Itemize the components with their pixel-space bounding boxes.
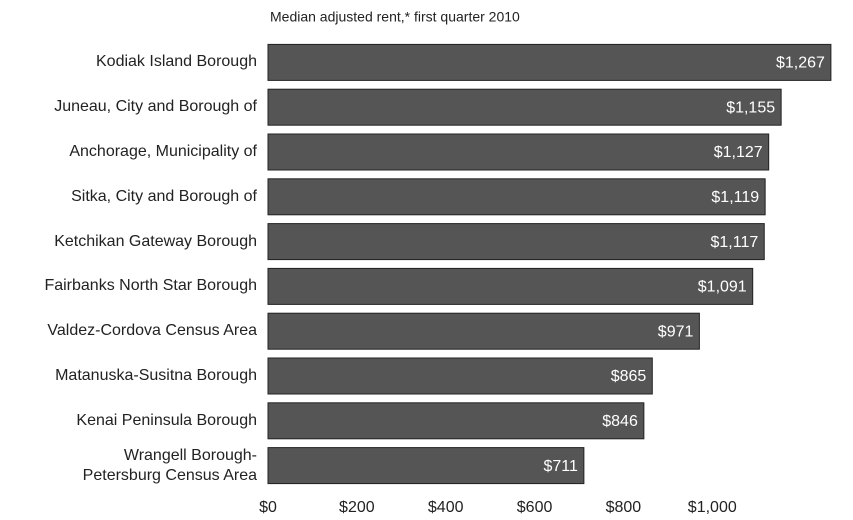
bar — [267, 178, 766, 216]
category-label: Kodiak Island Borough — [96, 53, 257, 71]
bar — [267, 447, 585, 485]
value-label: $1,119 — [711, 189, 759, 206]
value-label: $1,117 — [711, 234, 759, 251]
bar — [267, 267, 754, 305]
bar — [267, 402, 645, 440]
x-tick-label: $600 — [517, 499, 553, 516]
value-label: $1,267 — [776, 55, 825, 72]
bar — [267, 88, 782, 126]
x-tick-label: $400 — [428, 499, 464, 516]
value-label: $971 — [658, 323, 694, 340]
bar — [267, 133, 770, 171]
x-tick-label: $1,000 — [688, 499, 737, 516]
category-label: Fairbanks North Star Borough — [44, 277, 257, 295]
value-label: $865 — [611, 368, 647, 385]
category-label: Matanuska-Susitna Borough — [55, 367, 257, 384]
value-label: $1,155 — [726, 99, 775, 116]
bar — [267, 223, 765, 261]
category-label: Sitka, City and Borough of — [71, 187, 257, 205]
category-label: Wrangell Borough- Petersburg Census Area — [82, 446, 257, 484]
value-label: $711 — [543, 458, 578, 475]
category-label: Ketchikan Gateway Borough — [54, 232, 257, 250]
value-label: $1,091 — [698, 279, 747, 296]
category-label: Juneau, City and Borough of — [54, 98, 257, 116]
x-tick-label: $200 — [339, 499, 375, 516]
category-label: Valdez-Cordova Census Area — [47, 322, 257, 340]
value-label: $1,127 — [714, 144, 763, 161]
x-tick-label: $800 — [606, 499, 642, 516]
category-label: Kenai Peninsula Borough — [76, 411, 257, 429]
bar — [267, 43, 832, 81]
chart-title: Median adjusted rent,* first quarter 201… — [270, 9, 520, 25]
value-label: $846 — [602, 413, 638, 430]
x-tick-label: $0 — [259, 499, 277, 516]
bar — [267, 357, 653, 395]
category-label: Anchorage, Municipality of — [69, 143, 257, 160]
bar — [267, 312, 700, 350]
